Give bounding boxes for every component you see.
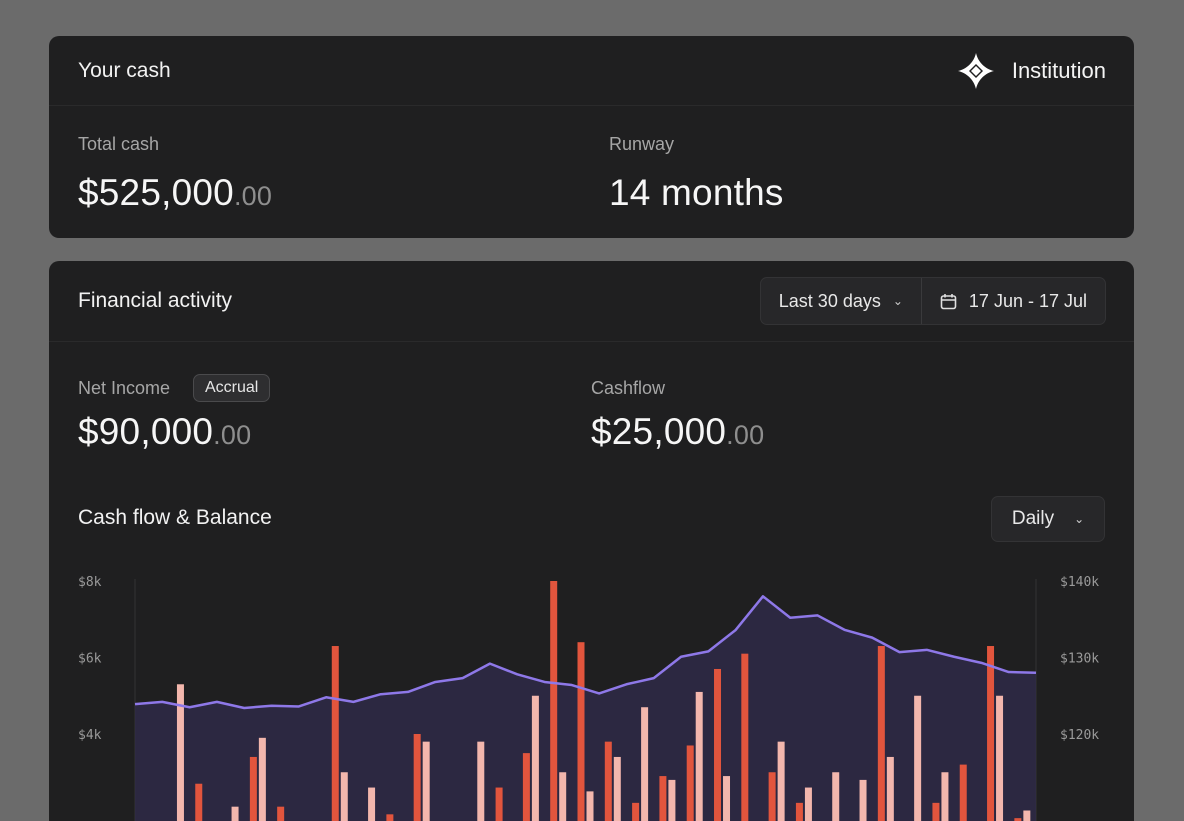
right-tick-label: $130k <box>1060 652 1099 667</box>
financial-activity-card: Financial activity Last 30 days ⌄ 17 Jun… <box>49 261 1134 821</box>
calendar-icon <box>940 293 957 310</box>
cashflow-dollars: $25,000 <box>591 411 726 452</box>
cash-card-header: Your cash Institution <box>49 36 1134 106</box>
inflow-bar[interactable] <box>796 803 803 821</box>
outflow-bar[interactable] <box>532 696 539 821</box>
outflow-bar[interactable] <box>477 742 484 821</box>
institution-name: Institution <box>1012 58 1106 84</box>
outflow-bar[interactable] <box>259 738 266 821</box>
outflow-bar[interactable] <box>341 772 348 821</box>
outflow-bar[interactable] <box>941 772 948 821</box>
inflow-bar[interactable] <box>741 654 748 821</box>
balance-area <box>135 596 1036 821</box>
total-cash-value: $525,000.00 <box>78 172 272 214</box>
date-range-label: 17 Jun - 17 Jul <box>969 291 1087 312</box>
inflow-bar[interactable] <box>960 765 967 821</box>
range-select[interactable]: Last 30 days ⌄ <box>761 278 921 324</box>
inflow-bar[interactable] <box>714 669 721 821</box>
chart-title: Cash flow & Balance <box>78 506 272 530</box>
outflow-bar[interactable] <box>723 776 730 821</box>
date-range-picker[interactable]: 17 Jun - 17 Jul <box>921 278 1105 324</box>
inflow-bar[interactable] <box>769 772 776 821</box>
inflow-bar[interactable] <box>523 753 530 821</box>
outflow-bar[interactable] <box>423 742 430 821</box>
outflow-bar[interactable] <box>805 788 812 821</box>
outflow-bar[interactable] <box>860 780 867 821</box>
net-income-dollars: $90,000 <box>78 411 213 452</box>
inflow-bar[interactable] <box>195 784 202 821</box>
total-cash-cents: .00 <box>234 181 272 211</box>
outflow-bar[interactable] <box>778 742 785 821</box>
cashflow-label: Cashflow <box>591 378 665 399</box>
cash-card-title: Your cash <box>78 59 171 83</box>
right-tick-label: $120k <box>1060 728 1099 743</box>
activity-card-title: Financial activity <box>78 289 232 313</box>
net-income-cents: .00 <box>213 420 251 450</box>
runway-label: Runway <box>609 134 674 155</box>
inflow-bar[interactable] <box>687 745 694 821</box>
inflow-bar[interactable] <box>496 788 503 821</box>
chevron-down-icon: ⌄ <box>893 294 903 308</box>
accrual-badge[interactable]: Accrual <box>193 374 270 402</box>
outflow-bar[interactable] <box>1023 811 1030 821</box>
left-tick-label: $6k <box>78 652 102 667</box>
inflow-bar[interactable] <box>632 803 639 821</box>
chevron-down-icon: ⌄ <box>1074 512 1084 526</box>
date-filter-group: Last 30 days ⌄ 17 Jun - 17 Jul <box>760 277 1106 325</box>
outflow-bar[interactable] <box>368 788 375 821</box>
outflow-bar[interactable] <box>232 807 239 821</box>
outflow-bar[interactable] <box>668 780 675 821</box>
net-income-value: $90,000.00 <box>78 411 251 453</box>
inflow-bar[interactable] <box>659 776 666 821</box>
inflow-bar[interactable] <box>250 757 257 821</box>
range-select-label: Last 30 days <box>779 291 881 312</box>
inflow-bar[interactable] <box>932 803 939 821</box>
sparkle-logo-icon <box>958 53 994 89</box>
activity-card-header: Financial activity Last 30 days ⌄ 17 Jun… <box>49 261 1134 342</box>
left-tick-label: $8k <box>78 575 102 590</box>
outflow-bar[interactable] <box>914 696 921 821</box>
outflow-bar[interactable] <box>614 757 621 821</box>
outflow-bar[interactable] <box>832 772 839 821</box>
outflow-bar[interactable] <box>696 692 703 821</box>
outflow-bar[interactable] <box>559 772 566 821</box>
total-cash-label: Total cash <box>78 134 159 155</box>
runway-value: 14 months <box>609 172 784 214</box>
inflow-bar[interactable] <box>277 807 284 821</box>
cash-card: Your cash Institution Total cash $525,00… <box>49 36 1134 238</box>
inflow-bar[interactable] <box>605 742 612 821</box>
net-income-label: Net Income <box>78 378 170 399</box>
outflow-bar[interactable] <box>641 707 648 821</box>
inflow-bar[interactable] <box>332 646 339 821</box>
granularity-label: Daily <box>1012 508 1054 530</box>
right-tick-label: $140k <box>1060 575 1099 590</box>
inflow-bar[interactable] <box>550 581 557 821</box>
left-tick-label: $4k <box>78 728 102 743</box>
total-cash-dollars: $525,000 <box>78 172 234 213</box>
cashflow-value: $25,000.00 <box>591 411 764 453</box>
inflow-bar[interactable] <box>578 642 585 821</box>
inflow-bar[interactable] <box>386 814 393 821</box>
inflow-bar[interactable] <box>987 646 994 821</box>
granularity-select[interactable]: Daily ⌄ <box>991 496 1105 542</box>
outflow-bar[interactable] <box>996 696 1003 821</box>
cash-flow-balance-chart: $8k $6k $4k $140k $130k $120k <box>49 561 1134 821</box>
cashflow-cents: .00 <box>726 420 764 450</box>
outflow-bar[interactable] <box>887 757 894 821</box>
institution[interactable]: Institution <box>958 53 1106 89</box>
inflow-bar[interactable] <box>878 646 885 821</box>
outflow-bar[interactable] <box>587 791 594 821</box>
